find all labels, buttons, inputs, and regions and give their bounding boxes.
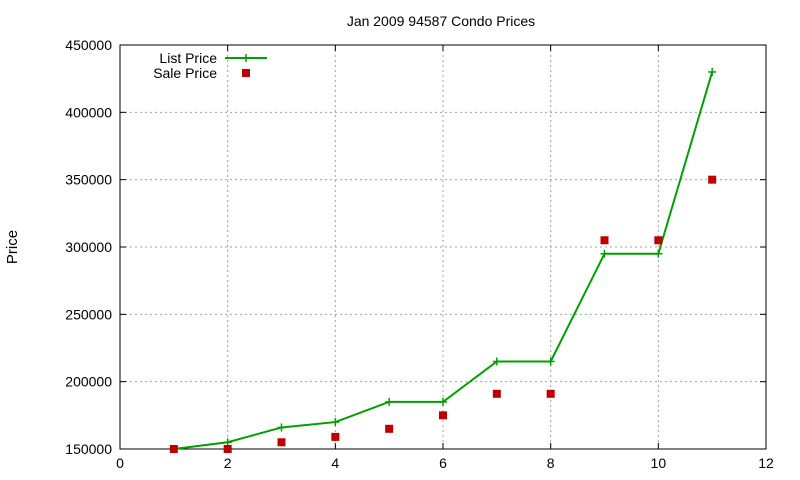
x-tick-label: 12 xyxy=(758,455,774,471)
x-tick-label: 8 xyxy=(547,455,555,471)
y-tick-label: 300000 xyxy=(65,239,112,255)
y-tick-label: 450000 xyxy=(65,37,112,53)
list-price-point xyxy=(654,249,663,258)
x-tick-label: 2 xyxy=(224,455,232,471)
legend-label: Sale Price xyxy=(153,65,217,81)
list-price-point xyxy=(385,397,394,406)
sale-price-point xyxy=(385,424,394,433)
y-tick-label: 400000 xyxy=(65,104,112,120)
sale-price-point xyxy=(546,389,555,398)
legend-swatch-marker xyxy=(242,54,250,62)
y-tick-label: 350000 xyxy=(65,172,112,188)
sale-price-point xyxy=(492,389,501,398)
series-layer xyxy=(169,67,717,453)
sale-price-point xyxy=(331,432,340,441)
list-price-point xyxy=(708,67,717,76)
list-price-point xyxy=(223,438,232,447)
sale-price-point xyxy=(277,438,286,447)
list-price-point xyxy=(439,397,447,406)
x-tick-label: 10 xyxy=(651,455,667,471)
chart-title: Jan 2009 94587 Condo Prices xyxy=(347,13,535,29)
list-price-point xyxy=(492,357,501,366)
sale-price-point xyxy=(169,445,178,453)
x-tick-label: 0 xyxy=(116,455,124,471)
x-tick-label: 6 xyxy=(439,455,447,471)
axis-ticks: 0 2 4 6 8 10 12 150000 200000 250000 300000 350000 4… xyxy=(65,37,774,471)
legend-swatch-marker xyxy=(242,69,250,77)
list-price-point xyxy=(600,249,609,258)
sale-price-point xyxy=(439,411,447,420)
y-tick-label: 250000 xyxy=(65,306,112,322)
y-tick-label: 200000 xyxy=(65,374,112,390)
y-axis-title: Price xyxy=(4,230,21,264)
legend-label: List Price xyxy=(159,50,217,66)
sale-price-point xyxy=(708,175,717,184)
y-tick-label: 150000 xyxy=(65,441,112,457)
sale-price-point xyxy=(600,236,609,245)
x-tick-label: 4 xyxy=(331,455,339,471)
grid xyxy=(120,45,766,449)
list-price-point xyxy=(546,357,555,366)
list-price-point xyxy=(277,423,286,432)
list-price-point xyxy=(331,418,340,427)
sale-price-point xyxy=(654,236,663,245)
sale-price-point xyxy=(223,445,232,453)
